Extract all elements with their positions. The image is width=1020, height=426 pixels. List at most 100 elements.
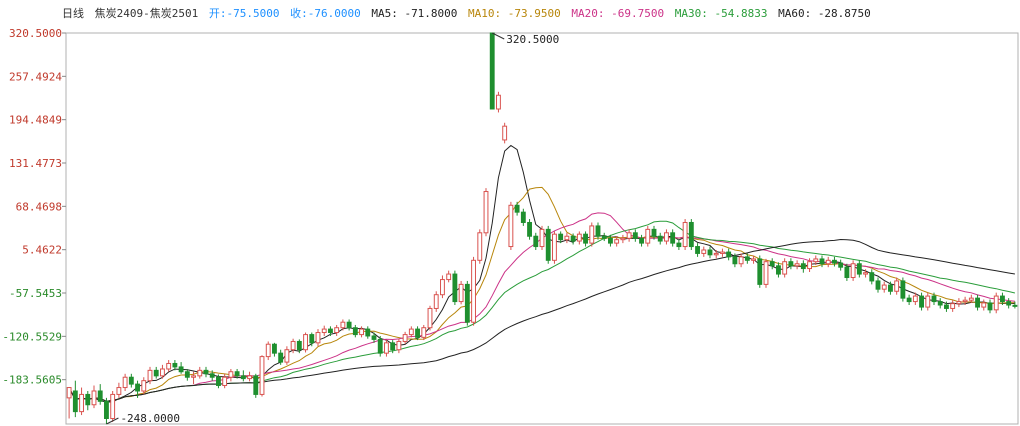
candle [191,371,196,385]
candle-body-down [688,221,694,248]
candle [552,231,557,264]
candle-body-up [427,307,433,329]
candle [645,225,651,247]
candle-body-up [147,369,153,382]
candle-body-up [576,233,582,242]
candle-body-down [97,390,103,402]
candle-body-down [216,376,221,386]
candle [564,232,570,244]
candle [228,368,234,382]
candle [91,385,97,409]
candle [732,253,738,268]
candle-body-up [807,261,812,270]
candle-body-down [888,284,893,292]
candle-body-down [1006,301,1012,306]
candle [433,291,439,312]
ma10-legend: MA10: -73.9500 [468,7,561,20]
candle-body-down [601,235,607,239]
candle-body-up [384,342,389,354]
candle [676,239,682,250]
candle [483,188,489,237]
candle [85,390,91,411]
candle-body-down [272,343,277,354]
candle-body-down [135,383,140,392]
candle-body-up [751,258,756,261]
candle-body-down [390,342,396,351]
ma5-legend: MA5: -71.8000 [371,7,458,20]
candle-body-up [79,393,84,413]
candle [912,292,918,306]
candle [328,326,333,336]
candle [334,324,340,336]
candle-body-up [956,301,962,305]
candle [141,377,147,395]
candle-body-down [869,272,875,282]
candle-body-down [608,237,613,244]
candle [272,342,277,357]
candle [166,360,172,372]
candle [284,346,290,365]
y-tick-label: -120.5529 [2,330,62,343]
candle [135,380,140,398]
candle-body-down [906,297,912,303]
candle [576,231,582,245]
candle-body-up [925,295,931,308]
candle-body-up [440,279,445,296]
candle [408,326,414,338]
candle [558,231,564,244]
candle-body-down [919,295,924,308]
candle-body-up [881,284,887,290]
period-label: 日线 [62,7,84,20]
y-tick-label: 68.4698 [16,200,62,213]
candle-body-up [552,233,557,261]
plot-frame [65,32,1019,425]
candle [352,324,358,338]
candle-body-down [632,232,638,239]
candle [763,258,769,288]
candle-body-up [912,295,918,303]
plot-border [65,32,1019,425]
candle [906,294,912,306]
candle [632,229,638,242]
candle-body-down [726,251,732,258]
candle-body-up [477,232,483,261]
candle [844,263,850,281]
candle [508,201,514,250]
candle-body-down [452,273,458,303]
candle [446,270,452,283]
candle [464,280,470,326]
candle-body-down [931,295,937,303]
candle-body-up [968,297,974,301]
candle-body-up [794,263,800,267]
candle [900,277,906,302]
candle-body-down [900,280,906,299]
candle-body-down [695,246,700,254]
candle [1006,298,1012,309]
candle [962,296,968,306]
candle [950,300,956,312]
candle-body-up [950,303,956,309]
open-value: 开:-75.5000 [208,7,280,20]
candle [377,335,383,357]
candle-body-down [489,32,495,110]
candle [664,229,669,245]
candle [981,299,987,311]
candle [1000,292,1005,306]
candle-body-down [1000,295,1005,303]
candle-body-down [72,390,78,413]
candle [881,281,887,293]
candle [825,256,831,268]
candle-body-up [471,259,476,323]
candle-body-up [720,251,725,254]
candle-body-down [172,362,178,368]
candle-body-up [396,340,402,351]
candle-body-down [856,263,862,275]
candle [253,373,259,398]
candle [209,370,215,381]
candle [601,232,607,242]
candle-body-down [352,327,358,336]
candle [651,225,657,240]
candle-body-up [359,328,364,336]
candle-body-up [66,387,72,399]
candle [682,219,688,250]
